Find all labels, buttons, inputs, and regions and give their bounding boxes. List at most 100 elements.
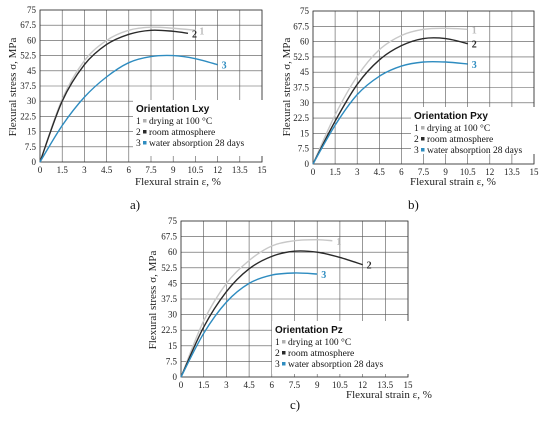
legend-marker [421, 137, 425, 141]
x-tick-label: 12 [358, 380, 367, 390]
y-tick-label: 30 [300, 98, 310, 108]
legend-marker [143, 141, 147, 145]
x-tick-label: 7.5 [289, 380, 301, 390]
x-tick-label: 0 [179, 380, 184, 390]
y-tick-label: 67.5 [20, 20, 36, 30]
x-tick-label: 7.5 [145, 165, 157, 175]
chart-title: Orientation Pz [275, 325, 343, 336]
x-tick-label: 1.5 [329, 167, 341, 177]
y-tick-label: 75 [27, 5, 37, 15]
legend-entry: drying at 100 °C [149, 116, 212, 127]
x-tick-label: 4.5 [243, 380, 255, 390]
plot-frame [312, 10, 535, 165]
y-tick-label: 52.5 [161, 263, 177, 273]
chart-title: Orientation Pxy [414, 111, 488, 122]
legend-marker [143, 130, 147, 134]
x-tick-label: 0 [38, 165, 43, 175]
y-tick-label: 37.5 [293, 83, 309, 93]
x-tick-label: 6 [399, 167, 404, 177]
y-tick-label: 22.5 [161, 325, 177, 335]
legend: Orientation Pz 1 drying at 100 °C 2 room atm… [272, 321, 413, 374]
x-axis-label: Flexural strain ε, % [410, 176, 496, 188]
y-tick-label: 60 [300, 37, 310, 47]
y-axis-label: Flexural stress σ, MPa [281, 37, 293, 136]
series-end-label: 1 [472, 25, 477, 36]
x-tick-label: 3 [224, 380, 229, 390]
y-tick-label: 45 [168, 278, 178, 288]
legend-box [272, 321, 413, 374]
y-tick-label: 75 [168, 216, 178, 226]
x-tick-label: 9 [171, 165, 176, 175]
legend-marker [421, 148, 425, 152]
series-line-3 [180, 272, 318, 378]
y-axis-label: Flexural stress σ, MPa [147, 250, 159, 349]
legend-entry: room atmosphere [288, 349, 354, 359]
legend-marker [282, 340, 286, 344]
legend-number: 1 [275, 338, 280, 348]
x-tick-label: 9 [443, 167, 448, 177]
plot-frame [180, 220, 409, 378]
legend-number: 3 [414, 146, 419, 156]
panel-label: a) [130, 197, 140, 212]
plot-frame [39, 9, 263, 163]
series-end-label: 3 [321, 270, 326, 281]
x-tick-label: 1.5 [57, 165, 69, 175]
x-tick-label: 13.5 [504, 167, 520, 177]
chart-panel-1: 0 1.5 3 4.5 6 7.5 9 10.5 12 13.5 1507.51522.53037.… [7, 5, 275, 212]
y-tick-label: 22.5 [20, 111, 36, 121]
y-tick-label: 37.5 [161, 294, 177, 304]
y-tick-label: 0 [305, 159, 310, 169]
legend-entry: water absorption 28 days [149, 139, 245, 149]
y-tick-label: 7.5 [298, 144, 310, 154]
chart-panel-2: 0 1.5 3 4.5 6 7.5 9 10.5 12 13.5 1507.51522.53037.… [281, 6, 540, 212]
y-tick-label: 37.5 [20, 81, 36, 91]
legend-entry: drying at 100 °C [427, 123, 490, 134]
panel-label: c) [290, 397, 300, 412]
x-tick-label: 10.5 [332, 380, 348, 390]
series-line-2 [312, 37, 468, 165]
y-tick-label: 60 [168, 247, 178, 257]
x-axis-label: Flexural strain ε, % [346, 389, 432, 401]
y-tick-label: 7.5 [25, 142, 37, 152]
legend-number: 2 [275, 349, 280, 359]
y-tick-label: 30 [168, 310, 178, 320]
y-tick-label: 15 [27, 127, 37, 137]
legend-marker [282, 362, 286, 366]
y-tick-label: 52.5 [293, 52, 309, 62]
legend-entry: water absorption 28 days [288, 360, 384, 370]
x-tick-label: 10.5 [188, 165, 204, 175]
y-tick-label: 15 [168, 341, 178, 351]
series-end-label: 1 [199, 26, 204, 37]
x-tick-label: 4.5 [374, 167, 386, 177]
y-tick-label: 0 [173, 372, 178, 382]
legend: Orientation Pxy 1 drying at 100 °C 2 room at… [411, 107, 540, 156]
legend-marker [421, 126, 425, 130]
series-line-1 [312, 27, 468, 165]
series-end-label: 3 [222, 61, 227, 72]
series-end-label: 2 [192, 29, 197, 40]
series-line-1 [180, 239, 333, 378]
legend-entry: room atmosphere [427, 135, 493, 145]
series-line-2 [39, 29, 189, 163]
y-tick-label: 22.5 [293, 113, 309, 123]
x-tick-label: 0 [311, 167, 316, 177]
legend-entry: room atmosphere [149, 128, 215, 138]
x-tick-label: 13.5 [377, 380, 393, 390]
x-tick-label: 10.5 [460, 167, 476, 177]
legend-marker [282, 351, 286, 355]
x-tick-label: 12 [485, 167, 494, 177]
legend-number: 1 [136, 117, 141, 127]
legend-marker [143, 119, 147, 123]
y-tick-label: 75 [300, 6, 310, 16]
legend-number: 1 [414, 124, 419, 134]
chart-title: Orientation Lxy [136, 104, 210, 115]
panel-label: b) [408, 197, 419, 212]
series-end-label: 2 [367, 261, 372, 272]
legend: Orientation Lxy 1 drying at 100 °C 2 room at… [133, 100, 275, 156]
y-axis-label: Flexural stress σ, MPa [7, 37, 19, 136]
y-tick-label: 15 [300, 128, 310, 138]
y-tick-label: 67.5 [161, 232, 177, 242]
series-line-2 [180, 250, 363, 378]
y-tick-label: 67.5 [293, 21, 309, 31]
